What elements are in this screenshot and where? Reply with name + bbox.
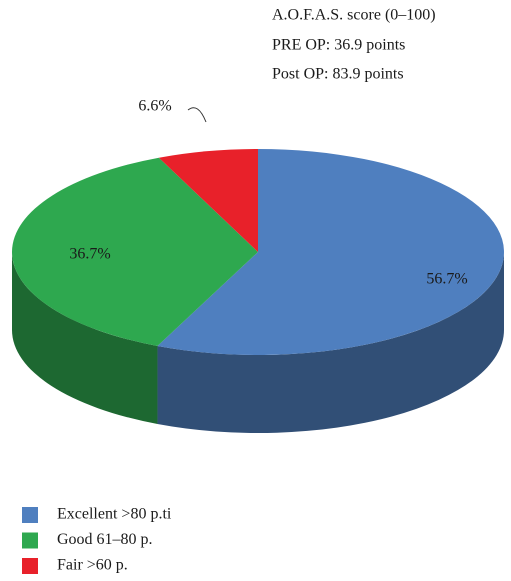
annotation: PRE OP: 36.9 points	[272, 37, 405, 54]
legend-label: Excellent >80 p.ti	[57, 506, 172, 523]
pie-side	[12, 252, 158, 425]
legend-swatch	[22, 558, 38, 574]
annotation: A.O.F.A.S. score (0–100)	[272, 7, 436, 24]
leader-line	[187, 107, 207, 123]
data-label: 6.6%	[138, 98, 171, 115]
pie-slice	[158, 149, 258, 252]
data-label: 56.7%	[426, 271, 467, 288]
legend-swatch	[22, 507, 38, 523]
annotation: Post OP: 83.9 points	[272, 66, 404, 83]
data-label: 36.7%	[69, 246, 110, 263]
legend-label: Good 61–80 p.	[57, 531, 153, 548]
legend-label: Fair >60 p.	[57, 557, 128, 574]
pie-slice	[157, 149, 505, 355]
pie-slice	[12, 157, 259, 347]
pie-side	[157, 252, 504, 433]
legend-swatch	[22, 532, 38, 549]
